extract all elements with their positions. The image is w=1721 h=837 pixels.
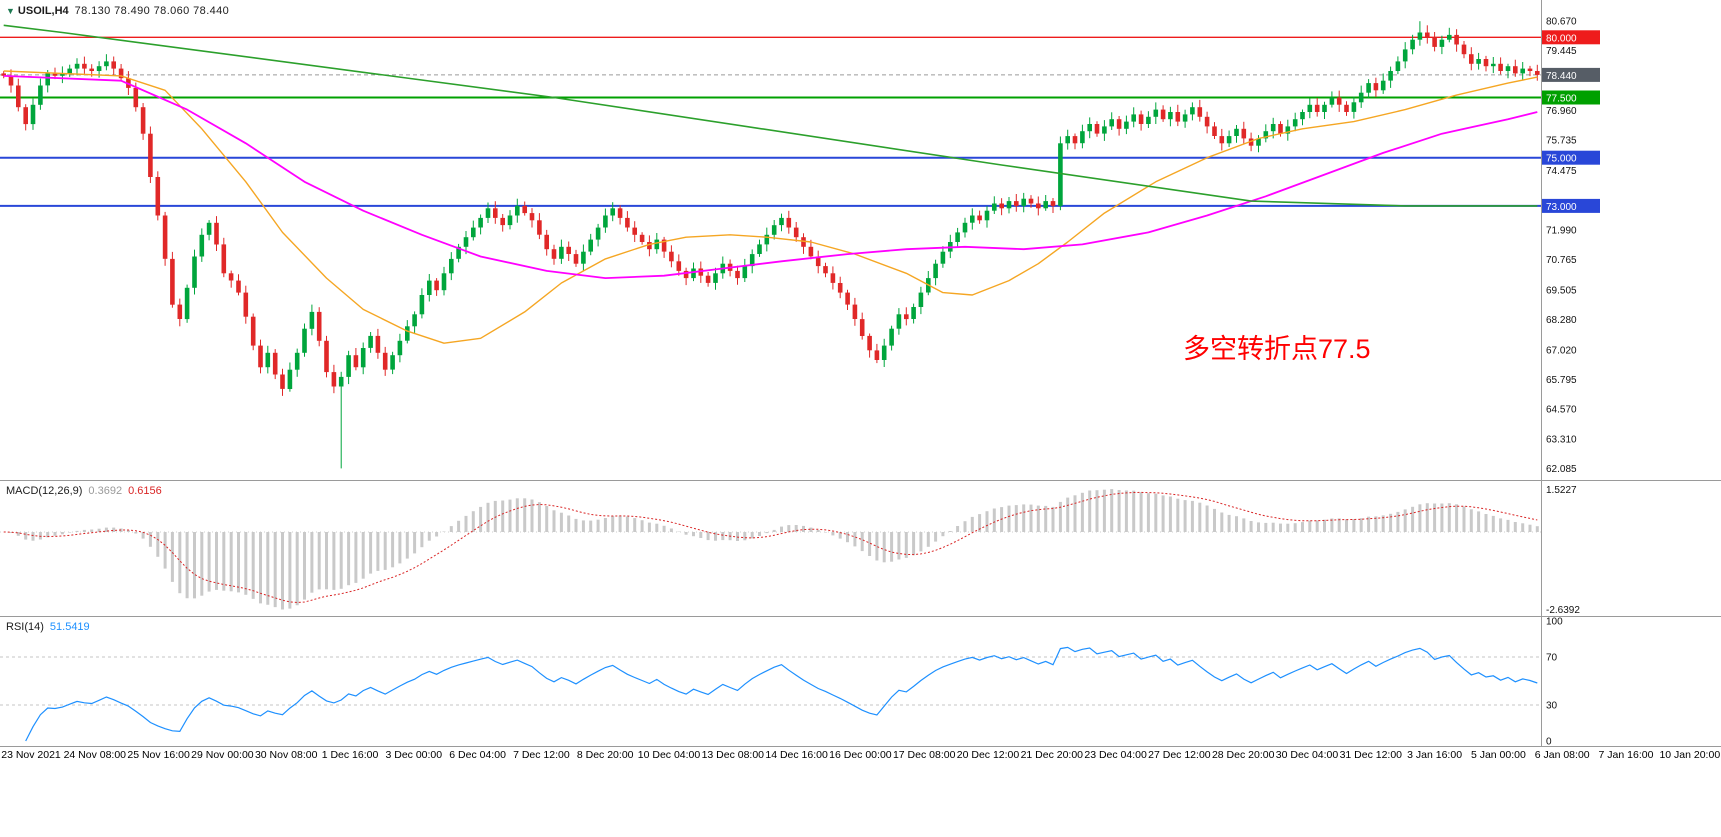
svg-text:69.505: 69.505	[1546, 286, 1577, 297]
time-label: 10 Dec 04:00	[637, 749, 701, 761]
price-badge-77.500: 77.500	[1542, 90, 1600, 105]
time-label: 5 Jan 00:00	[1470, 749, 1526, 761]
svg-text:76.960: 76.960	[1546, 106, 1577, 117]
time-label: 1 Dec 16:00	[321, 749, 379, 761]
time-label: 29 Nov 00:00	[191, 749, 254, 761]
time-label: 7 Dec 12:00	[513, 749, 570, 761]
time-label: 30 Nov 08:00	[254, 749, 318, 761]
svg-text:65.795: 65.795	[1546, 375, 1577, 386]
annotation-text[interactable]: 多空转折点77.5	[1183, 334, 1371, 364]
svg-text:62.085: 62.085	[1546, 464, 1577, 475]
svg-text:80.000: 80.000	[1546, 33, 1577, 44]
ohlc-values: 78.130 78.490 78.060 78.440	[74, 5, 230, 17]
time-label: 14 Dec 16:00	[765, 749, 828, 761]
macd-main-value: 0.3692	[88, 485, 123, 497]
svg-text:100: 100	[1546, 617, 1563, 628]
time-label: 20 Dec 12:00	[956, 749, 1020, 761]
time-label: 6 Dec 04:00	[449, 749, 506, 761]
price-axis-labels: 80.670 79.445 76.960 75.735 74.475 71.990 70.7…	[1546, 17, 1577, 476]
macd-name: MACD(12,26,9)	[6, 485, 83, 497]
time-label: 28 Dec 20:00	[1211, 749, 1275, 761]
symbol-marker-icon: ▼	[6, 6, 15, 16]
panel-separator[interactable]	[0, 480, 1721, 481]
svg-text:79.445: 79.445	[1546, 46, 1577, 57]
price-axis-separator	[1541, 0, 1542, 746]
svg-text:78.440: 78.440	[1546, 71, 1577, 82]
ma-slow-line	[3, 24, 1538, 207]
horizontal-level-lines	[0, 36, 1541, 207]
svg-text:30: 30	[1546, 701, 1558, 712]
svg-text:0: 0	[1546, 737, 1552, 747]
svg-text:67.020: 67.020	[1546, 345, 1577, 356]
macd-histogram	[9, 489, 1539, 610]
time-axis: 23 Nov 2021 24 Nov 08:00 25 Nov 16:00 29 No…	[0, 749, 1721, 767]
time-label: 30 Dec 04:00	[1275, 749, 1339, 761]
axis-separator	[0, 746, 1721, 747]
time-label: 27 Dec 12:00	[1148, 749, 1211, 761]
time-label: 16 Dec 00:00	[829, 749, 892, 761]
rsi-line	[25, 646, 1538, 742]
svg-text:77.500: 77.500	[1546, 94, 1577, 105]
svg-text:73.000: 73.000	[1546, 202, 1577, 213]
svg-text:75.000: 75.000	[1546, 154, 1577, 165]
time-label: 3 Dec 00:00	[385, 749, 443, 761]
time-label: 6 Jan 08:00	[1534, 749, 1590, 761]
svg-text:71.990: 71.990	[1546, 226, 1577, 237]
price-badge-73.000: 73.000	[1542, 198, 1600, 213]
rsi-canvas[interactable]: 100 70 30 0	[0, 617, 1721, 746]
main-chart-canvas[interactable]: 80.670 79.445 76.960 75.735 74.475 71.990 70.7…	[0, 0, 1721, 480]
time-label: 25 Nov 16:00	[127, 749, 190, 761]
candles-layer	[1, 21, 1540, 469]
time-label: 23 Nov 2021	[1, 749, 61, 761]
svg-text:68.280: 68.280	[1546, 315, 1577, 326]
price-badge-78.440: 78.440	[1542, 67, 1600, 82]
symbol-timeframe-label: USOIL,H4	[17, 5, 69, 17]
price-badge-80.000: 80.000	[1542, 30, 1600, 45]
time-label: 8 Dec 20:00	[576, 749, 634, 761]
macd-axis-bottom: -2.6392	[1546, 605, 1580, 616]
time-label: 21 Dec 20:00	[1020, 749, 1084, 761]
macd-signal-line	[3, 491, 1538, 604]
panel-separator[interactable]	[0, 616, 1721, 617]
ma-mid-line	[3, 75, 1538, 280]
svg-text:70.765: 70.765	[1546, 255, 1577, 266]
ma-fast-line	[3, 70, 1538, 344]
svg-text:70: 70	[1546, 653, 1558, 664]
svg-text:63.310: 63.310	[1546, 435, 1577, 446]
macd-canvas[interactable]: 1.5227 -2.6392	[0, 481, 1721, 616]
time-label: 31 Dec 12:00	[1339, 749, 1403, 761]
rsi-indicator-label: RSI(14) 51.5419	[6, 621, 90, 633]
price-badge-75.000: 75.000	[1542, 150, 1600, 165]
time-label: 3 Jan 16:00	[1407, 749, 1463, 761]
time-label: 7 Jan 16:00	[1598, 749, 1654, 761]
time-label: 24 Nov 08:00	[63, 749, 127, 761]
macd-axis-top: 1.5227	[1546, 485, 1577, 496]
svg-text:80.670: 80.670	[1546, 17, 1577, 28]
chart-title: ▼ USOIL,H4 78.130 78.490 78.060 78.440	[6, 5, 229, 17]
time-label: 13 Dec 08:00	[701, 749, 765, 761]
macd-signal-value: 0.6156	[128, 485, 162, 497]
svg-text:74.475: 74.475	[1546, 166, 1577, 177]
rsi-value: 51.5419	[49, 621, 90, 633]
macd-indicator-label: MACD(12,26,9) 0.3692 0.6156	[6, 485, 162, 497]
time-label: 10 Jan 20:00	[1659, 749, 1721, 761]
time-label: 17 Dec 08:00	[892, 749, 956, 761]
svg-text:64.570: 64.570	[1546, 404, 1577, 415]
svg-text:75.735: 75.735	[1546, 136, 1577, 147]
time-label: 23 Dec 04:00	[1084, 749, 1147, 761]
rsi-name: RSI(14)	[6, 621, 44, 633]
